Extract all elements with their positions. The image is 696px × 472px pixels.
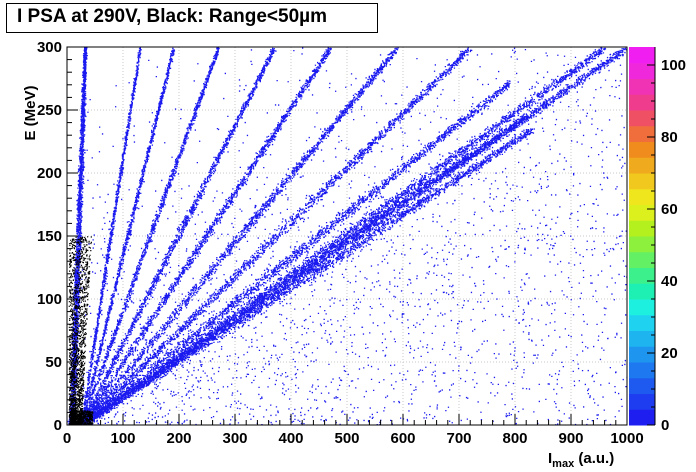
x-tick-label: 700 [446,430,471,447]
dense-cluster [68,236,94,425]
palette-swatch [629,267,655,284]
palette-swatch [629,362,655,379]
data-points [67,47,627,425]
y-tick-label: 200 [37,165,62,182]
x-tick-label: 500 [334,430,359,447]
palette-swatch [629,393,655,410]
chart-title: I PSA at 290V, Black: Range<50µm [17,6,328,27]
palette-swatch [629,409,655,426]
chart-title-box: I PSA at 290V, Black: Range<50µm [6,3,378,33]
z-tick-label: 100 [661,57,686,74]
palette-swatch [629,314,655,331]
palette-swatch [629,204,655,221]
z-tick-label: 60 [661,201,678,218]
palette-swatch [629,47,655,64]
palette-swatch [629,173,655,190]
palette-swatch [629,110,655,127]
axes: 0 100 200 300 400 500 600 700 800 900 1000 0 50 100 15… [37,39,644,447]
palette-swatch [629,377,655,394]
z-tick-label: 20 [661,345,678,362]
palette-swatch [629,188,655,205]
x-tick-label: 1000 [610,430,643,447]
x-tick-label: 600 [390,430,415,447]
x-tick-label: 100 [110,430,135,447]
y-tick-label: 50 [45,354,62,371]
palette-swatch [629,220,655,237]
palette-swatch [629,62,655,79]
palette-swatch [629,330,655,347]
x-tick-label: 400 [278,430,303,447]
y-tick-label: 300 [37,39,62,56]
x-axis-title: Imax (a.u.) [548,450,614,470]
palette-swatch [629,157,655,174]
palette-swatch [629,299,655,316]
y-axis-title: E (MeV) [22,85,39,140]
y-tick-label: 150 [37,228,62,245]
palette-swatch [629,141,655,158]
x-tick-label: 900 [558,430,583,447]
palette-swatch [629,236,655,253]
palette-swatch [629,94,655,111]
palette-swatch [629,346,655,363]
color-scale: 0 20 40 60 80 100 [629,47,686,434]
scatter-points [67,47,627,425]
y-tick-label: 100 [37,291,62,308]
z-tick-label: 80 [661,129,678,146]
x-tick-label: 200 [166,430,191,447]
z-tick-label: 40 [661,273,678,290]
palette-swatch [629,283,655,300]
x-tick-label: 0 [63,430,71,447]
palette-swatch [629,78,655,95]
y-tick-label: 250 [37,102,62,119]
x-tick-label: 800 [502,430,527,447]
y-tick-label: 0 [54,417,62,434]
z-tick-label: 0 [661,417,669,434]
x-tick-label: 300 [222,430,247,447]
palette-swatch [629,125,655,142]
palette-swatch [629,251,655,268]
